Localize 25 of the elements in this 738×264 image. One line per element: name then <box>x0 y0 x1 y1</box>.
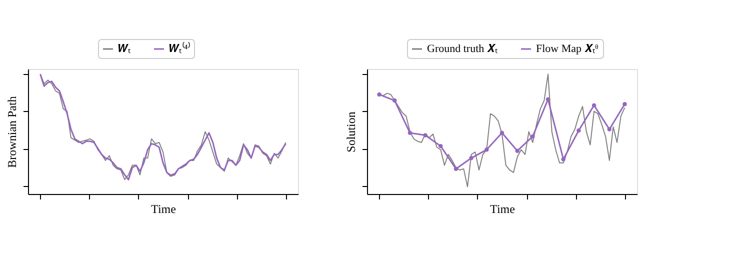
x-axis-title: Time <box>151 202 176 216</box>
y-axis-title: Brownian Path <box>5 96 19 168</box>
point <box>561 157 566 162</box>
point <box>454 166 458 171</box>
point <box>469 156 474 160</box>
point <box>408 130 412 135</box>
point <box>515 148 520 153</box>
legend-label: Ground truth 𝑿ₜ <box>427 43 498 55</box>
point <box>622 102 627 106</box>
legend-label: 𝑾ₜ⁽⁴⁾ <box>169 42 190 55</box>
point <box>438 144 443 148</box>
point <box>530 134 535 139</box>
point <box>484 148 489 152</box>
point <box>377 92 382 97</box>
y-axis-title: Solution <box>344 112 358 152</box>
point <box>607 127 612 132</box>
x-axis-title: Time <box>490 202 515 216</box>
point <box>576 128 581 133</box>
point <box>592 103 596 108</box>
legend-label: Flow Map 𝑿ₜᶿ <box>536 43 598 55</box>
point <box>423 133 428 138</box>
legend-label: 𝑾ₜ <box>118 43 131 55</box>
point <box>546 97 550 102</box>
point <box>392 98 397 103</box>
point <box>500 130 504 135</box>
